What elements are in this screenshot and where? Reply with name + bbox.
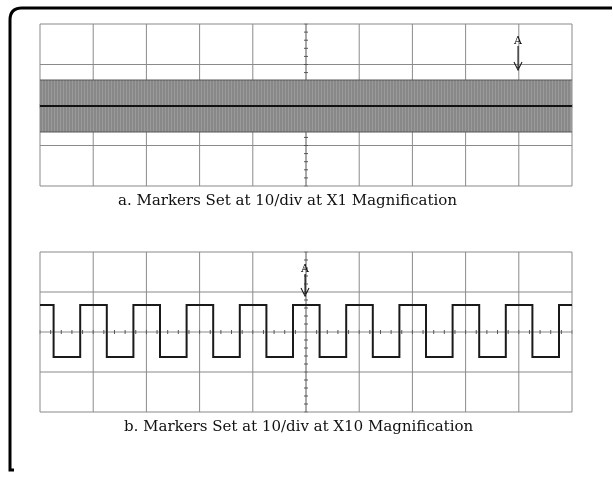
outer-frame	[8, 6, 612, 472]
panel-b-display: A	[39, 251, 573, 413]
panel-a-marker-label: A	[513, 34, 523, 47]
panel-a-marker-arrowhead	[513, 61, 523, 72]
panel-a-display: A	[39, 23, 573, 187]
panel-b-marker-arrowhead	[300, 287, 310, 298]
panel-b-caption: b. Markers Set at 10/div at X10 Magnific…	[124, 417, 474, 435]
panel-b-marker-label: A	[300, 262, 310, 275]
panel-a-marker: A	[513, 34, 523, 72]
panel-b-square-wave	[40, 304, 572, 358]
panel-b-grid	[39, 251, 573, 413]
panel-b-marker: A	[300, 262, 310, 298]
panel-a-caption: a. Markers Set at 10/div at X1 Magnifica…	[118, 191, 457, 209]
